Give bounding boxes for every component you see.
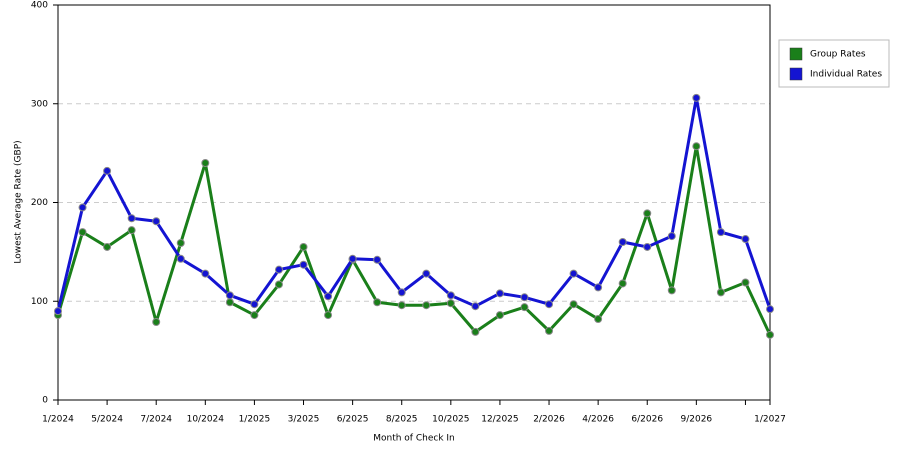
point (127, 226, 136, 235)
point (103, 166, 112, 175)
point (495, 289, 504, 298)
point (176, 238, 185, 247)
point (324, 292, 333, 301)
x-tick-label: 1/2025 (239, 415, 271, 425)
point (545, 300, 554, 309)
plot-frame (57, 4, 771, 401)
y-axis-label: Lowest Average Rate (GBP) (14, 140, 24, 263)
x-tick-label: 1/2024 (42, 415, 74, 425)
point (471, 327, 480, 336)
x-tick-label: 6/2026 (631, 415, 663, 425)
point (397, 301, 406, 310)
point (667, 286, 676, 295)
point (324, 311, 333, 320)
point (495, 311, 504, 320)
point (422, 301, 431, 310)
y-tick-label: 300 (31, 99, 48, 109)
point (299, 242, 308, 251)
point (766, 305, 774, 314)
y-tick-label: 0 (42, 396, 48, 406)
y-tick-label: 200 (31, 198, 48, 208)
point (643, 242, 652, 251)
point (274, 265, 283, 274)
point (594, 283, 603, 292)
legend-swatch (789, 67, 803, 81)
y-tick-label: 100 (31, 297, 48, 307)
x-tick-label: 4/2026 (582, 415, 614, 425)
legend-label: Group Rates (810, 50, 866, 60)
point (373, 255, 382, 264)
x-tick-label: 7/2024 (140, 415, 172, 425)
point (594, 315, 603, 324)
point (716, 288, 725, 297)
point (643, 209, 652, 218)
x-tick-label: 10/2024 (187, 415, 225, 425)
series-line (56, 144, 772, 336)
point (78, 203, 87, 212)
point (545, 326, 554, 335)
x-tick-label: 10/2025 (432, 415, 469, 425)
point (397, 288, 406, 297)
y-tick-label: 400 (31, 1, 48, 11)
point (667, 232, 676, 241)
point (741, 235, 750, 244)
point (520, 303, 529, 312)
point (766, 330, 774, 339)
x-tick-label: 12/2025 (481, 415, 518, 425)
point (520, 293, 529, 302)
x-tick-label: 3/2025 (288, 415, 320, 425)
x-tick-label: 9/2026 (681, 415, 713, 425)
x-tick-label: 2/2026 (533, 415, 565, 425)
point (446, 291, 455, 300)
point (716, 228, 725, 237)
point (176, 254, 185, 263)
point (422, 269, 431, 278)
point (373, 298, 382, 307)
x-tick-label: 6/2025 (337, 415, 369, 425)
point (54, 307, 62, 316)
point (250, 300, 259, 309)
point (152, 217, 161, 226)
x-tick-label: 1/2027 (754, 415, 786, 425)
legend-swatch (789, 47, 803, 61)
point (78, 228, 87, 237)
point (250, 311, 259, 320)
point (618, 238, 627, 246)
point (692, 142, 701, 151)
point (348, 254, 357, 263)
point (225, 291, 234, 300)
point (569, 300, 578, 309)
point (201, 159, 210, 167)
series-line (56, 96, 772, 312)
point (201, 269, 210, 278)
point (299, 260, 308, 269)
x-axis-label: Month of Check In (373, 434, 455, 444)
point (618, 279, 627, 288)
point (446, 299, 455, 308)
point (152, 317, 161, 326)
x-tick-label: 8/2025 (386, 415, 418, 425)
point (274, 280, 283, 289)
legend-label: Individual Rates (810, 70, 882, 80)
point (471, 302, 480, 311)
x-tick-label: 5/2024 (91, 415, 123, 425)
point (103, 242, 112, 251)
point (692, 93, 701, 102)
point (225, 298, 234, 307)
point (741, 278, 750, 287)
point (127, 214, 136, 223)
point (569, 269, 578, 278)
